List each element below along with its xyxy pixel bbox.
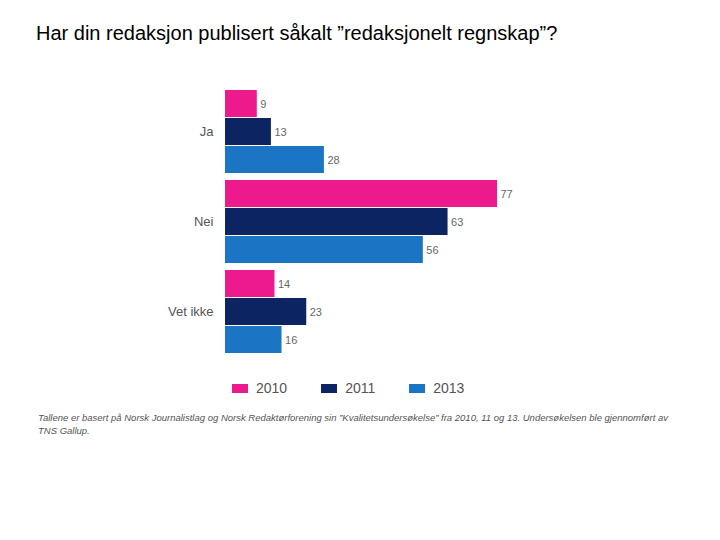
svg-text:13: 13: [274, 126, 286, 138]
html-text:2013: 2013: [433, 380, 465, 396]
svg-text:9: 9: [260, 98, 266, 110]
svg-text:Nei: Nei: [194, 214, 214, 229]
svg-text:63: 63: [451, 216, 463, 228]
svg-text:23: 23: [310, 306, 322, 318]
html-text:2011: 2011: [345, 380, 376, 396]
svg-text:77: 77: [501, 188, 513, 200]
svg-text:56: 56: [426, 244, 438, 256]
svg-text:16: 16: [285, 334, 297, 346]
html-text:Tallene er basert på Norsk Jou: Tallene er basert på Norsk Journalistlag…: [38, 412, 668, 436]
svg-text:Ja: Ja: [200, 124, 215, 139]
svg-text:28: 28: [327, 154, 339, 166]
html-text:2010: 2010: [256, 380, 288, 396]
svg-text:14: 14: [278, 278, 290, 290]
html-text:Har din redaksjon publisert så: Har din redaksjon publisert såkalt ”reda…: [36, 22, 558, 44]
svg-text:Vet ikke: Vet ikke: [168, 304, 214, 319]
